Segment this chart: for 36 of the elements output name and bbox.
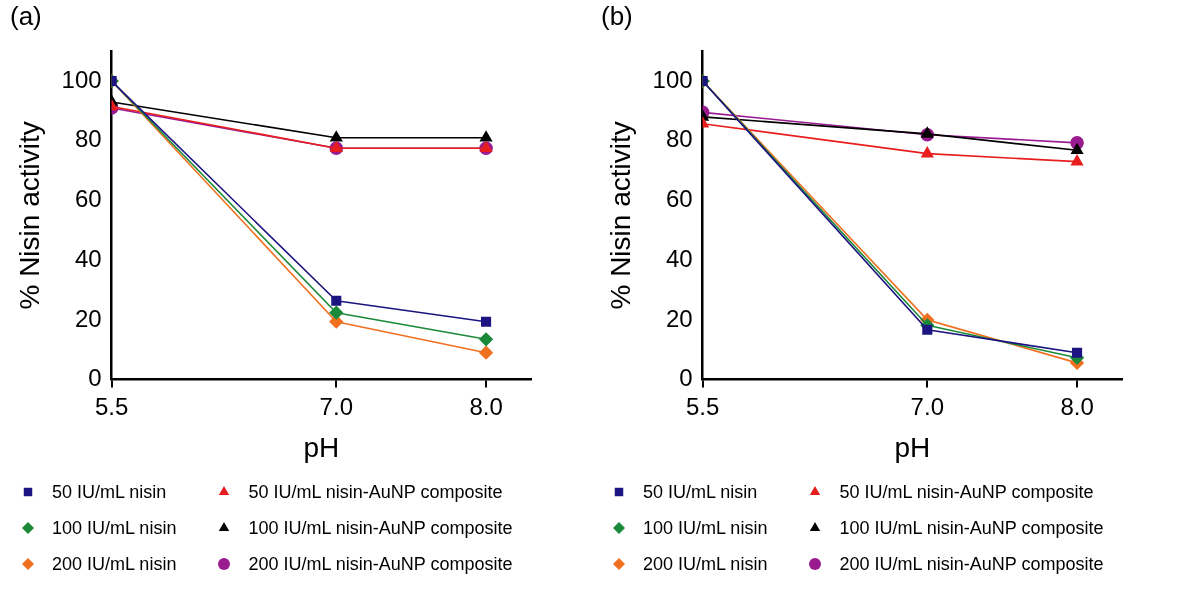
x-axis-title: pH: [303, 431, 340, 463]
x-tick-label: 7.0: [910, 392, 944, 420]
y-tick-label: 80: [665, 125, 693, 153]
legend-label: 100 IU/mL nisin: [52, 517, 177, 539]
y-tick-label: 0: [679, 364, 693, 392]
y-tick-label: 20: [665, 304, 693, 332]
x-tick-label: 5.5: [94, 392, 129, 420]
y-tick-label: 80: [74, 125, 102, 153]
legend-label: 50 IU/mL nisin: [643, 481, 758, 503]
legend-label: 100 IU/mL nisin: [643, 517, 768, 539]
y-tick-label: 60: [665, 185, 693, 213]
legend-label: 100 IU/mL nisin-AuNP composite: [839, 517, 1104, 539]
x-tick-label: 8.0: [1060, 392, 1094, 420]
y-axis-title: % Nisin activity: [13, 121, 45, 310]
y-axis-title: % Nisin activity: [604, 121, 636, 310]
legend-label: 200 IU/mL nisin-AuNP composite: [248, 553, 513, 575]
legend-label: 50 IU/mL nisin: [52, 481, 167, 503]
y-tick-label: 20: [74, 304, 102, 332]
x-tick-label: 5.5: [685, 392, 720, 420]
legend-label: 50 IU/mL nisin-AuNP composite: [248, 481, 503, 503]
x-axis-title: pH: [894, 431, 931, 463]
chart-title: (a): [10, 0, 42, 31]
y-tick-label: 60: [74, 185, 102, 213]
legend-label: 50 IU/mL nisin-AuNP composite: [839, 481, 1094, 503]
y-tick-label: 40: [74, 244, 102, 272]
y-tick-label: 0: [88, 364, 102, 392]
legend-label: 200 IU/mL nisin: [643, 553, 768, 575]
y-tick-label: 100: [61, 65, 102, 93]
x-tick-label: 8.0: [469, 392, 503, 420]
y-tick-label: 40: [665, 244, 693, 272]
y-tick-label: 100: [652, 65, 693, 93]
legend-label: 200 IU/mL nisin: [52, 553, 177, 575]
chart-title: (b): [601, 0, 633, 31]
x-tick-label: 7.0: [319, 392, 353, 420]
legend-label: 100 IU/mL nisin-AuNP composite: [248, 517, 513, 539]
legend-label: 200 IU/mL nisin-AuNP composite: [839, 553, 1104, 575]
